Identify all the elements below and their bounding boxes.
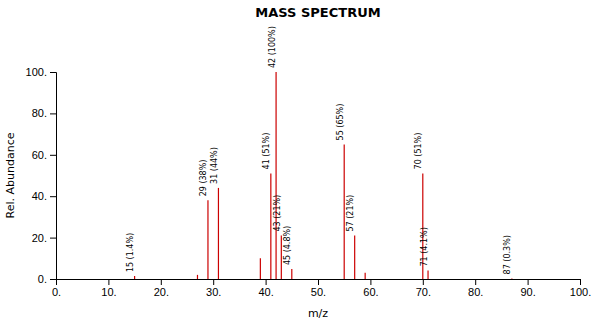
y-axis-tick-mark [50, 72, 56, 73]
x-axis-tick-label: 60. [363, 286, 378, 298]
y-axis-title: Rel. Abundance [4, 132, 17, 218]
x-axis-tick: 0. [52, 279, 61, 298]
x-axis-tick-mark [370, 279, 371, 285]
x-axis-tick-mark [318, 279, 319, 285]
stem [197, 275, 198, 279]
stem [270, 173, 271, 279]
x-axis-tick: 60. [363, 279, 378, 298]
x-axis-tick: 20. [154, 279, 169, 298]
stem [260, 258, 261, 279]
x-axis-tick: 40. [258, 279, 273, 298]
y-axis: 0. 20. 40. 60. 80. 100. [26, 66, 57, 285]
x-axis-tick: 10. [101, 279, 116, 298]
title: MASS SPECTRUM [255, 5, 380, 20]
peak-label: 57 (21%) [346, 195, 355, 232]
y-axis-tick-mark [50, 196, 56, 197]
x-axis: 0. 10. 20. 30. 40. 50. 60. 70. 80. 90. 100. [52, 279, 591, 298]
stem [134, 276, 135, 279]
y-axis-tick-mark [50, 279, 56, 280]
x-axis-tick-label: 40. [258, 286, 273, 298]
peak-label: 43 (21%) [273, 195, 282, 232]
x-axis-line [57, 280, 581, 286]
x-axis-tick-mark [266, 279, 267, 285]
x-axis-tick: 80. [468, 279, 483, 298]
y-axis-tick: 0. [38, 273, 56, 285]
stem [365, 273, 366, 279]
x-axis-tick-label: 90. [520, 286, 535, 298]
x-axis-tick: 70. [416, 279, 431, 298]
x-axis-tick-label: 50. [311, 286, 326, 298]
x-axis-tick-label: 100. [570, 286, 591, 298]
x-axis-tick-label: 30. [206, 286, 221, 298]
x-axis-tick: 30. [206, 279, 221, 298]
chart: 0. 10. 20. 30. 40. 50. 60. 70. 80. 90. 100. 0. 20. 40… [0, 0, 598, 325]
peak-label: 15 (1.4%) [126, 233, 135, 272]
stem [281, 236, 282, 279]
x-axis-tick-label: 20. [154, 286, 169, 298]
stem [218, 188, 219, 279]
stem [275, 72, 276, 279]
y-axis-tick-label: 80. [32, 107, 47, 119]
x-axis-tick: 90. [520, 279, 535, 298]
y-axis-tick-mark [50, 238, 56, 239]
stem [511, 278, 512, 279]
y-axis-tick-mark [50, 155, 56, 156]
x-axis-tick-label: 80. [468, 286, 483, 298]
x-axis-tick-label: 70. [416, 286, 431, 298]
plot: 0. 10. 20. 30. 40. 50. 60. 70. 80. 90. 100. 0. 20. 40… [26, 26, 592, 298]
y-axis-tick-label: 20. [32, 232, 47, 244]
stem [207, 200, 208, 279]
y-axis-tick: 80. [32, 107, 56, 119]
x-axis-tick-mark [161, 279, 162, 285]
peak-label: 87 (0.3%) [503, 235, 512, 274]
y-axis-tick-label: 60. [32, 149, 47, 161]
y-axis-tick: 20. [32, 232, 56, 244]
stem [344, 144, 345, 279]
x-axis-tick-mark [213, 279, 214, 285]
peak-label: 70 (51%) [414, 133, 423, 170]
y-axis-line [50, 73, 57, 280]
x-axis-tick-mark [528, 279, 529, 285]
x-axis-tick-mark [580, 279, 581, 285]
stem [427, 271, 428, 279]
peak-label: 42 (100%) [268, 26, 277, 68]
x-axis-tick-mark [108, 279, 109, 285]
y-axis-tick: 40. [32, 190, 56, 202]
y-axis-tick: 100. [26, 66, 56, 78]
y-axis-tick-label: 100. [26, 66, 47, 78]
peak-label: 55 (65%) [336, 104, 345, 141]
x-axis-tick-label: 10. [101, 286, 116, 298]
stem [291, 269, 292, 279]
y-axis-tick-label: 0. [38, 273, 47, 285]
peak-label: 41 (51%) [262, 133, 271, 170]
x-axis-tick: 50. [311, 279, 326, 298]
stems [135, 72, 512, 279]
y-axis-tick: 60. [32, 149, 56, 161]
y-axis-tick-mark [50, 113, 56, 114]
peak-label: 29 (38%) [199, 160, 208, 197]
x-axis-tick-label: 0. [52, 286, 61, 298]
peak-label: 31 (44%) [210, 147, 219, 184]
x-axis-tick: 100. [570, 279, 591, 298]
x-axis-tick-mark [475, 279, 476, 285]
y-axis-tick-label: 40. [32, 190, 47, 202]
x-axis-tick-mark [423, 279, 424, 285]
peak-label: 71 (4.1%) [420, 227, 429, 266]
peak-label: 45 (4.8%) [283, 226, 292, 265]
x-axis-title: m/z [308, 307, 328, 320]
peak-labels: 15 (1.4%) 29 (38%)31 (44%) 41 (51%) 42 (100… [126, 26, 512, 274]
stem [354, 236, 355, 279]
